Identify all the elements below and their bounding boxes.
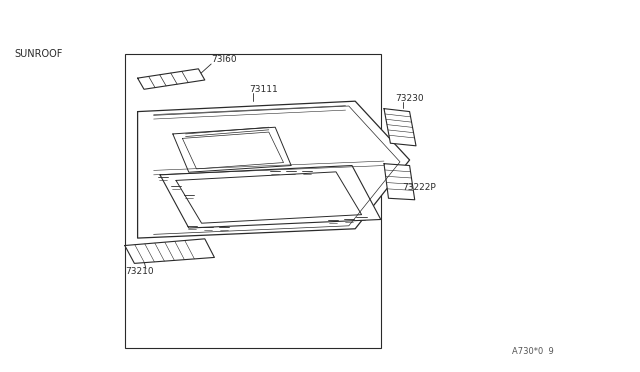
Polygon shape [138, 69, 205, 89]
Text: SUNROOF: SUNROOF [14, 49, 63, 59]
Text: 73222P: 73222P [402, 183, 436, 192]
Text: 73l60: 73l60 [211, 55, 237, 64]
Text: 73210: 73210 [125, 267, 154, 276]
Text: 73230: 73230 [396, 94, 424, 103]
Polygon shape [125, 239, 214, 263]
Bar [125, 54, 381, 348]
Polygon shape [138, 101, 410, 238]
Text: 73111: 73111 [250, 85, 278, 94]
Text: A730*0  9: A730*0 9 [512, 347, 554, 356]
Polygon shape [384, 164, 415, 200]
Polygon shape [173, 127, 291, 172]
Polygon shape [384, 109, 416, 146]
Polygon shape [160, 166, 381, 228]
